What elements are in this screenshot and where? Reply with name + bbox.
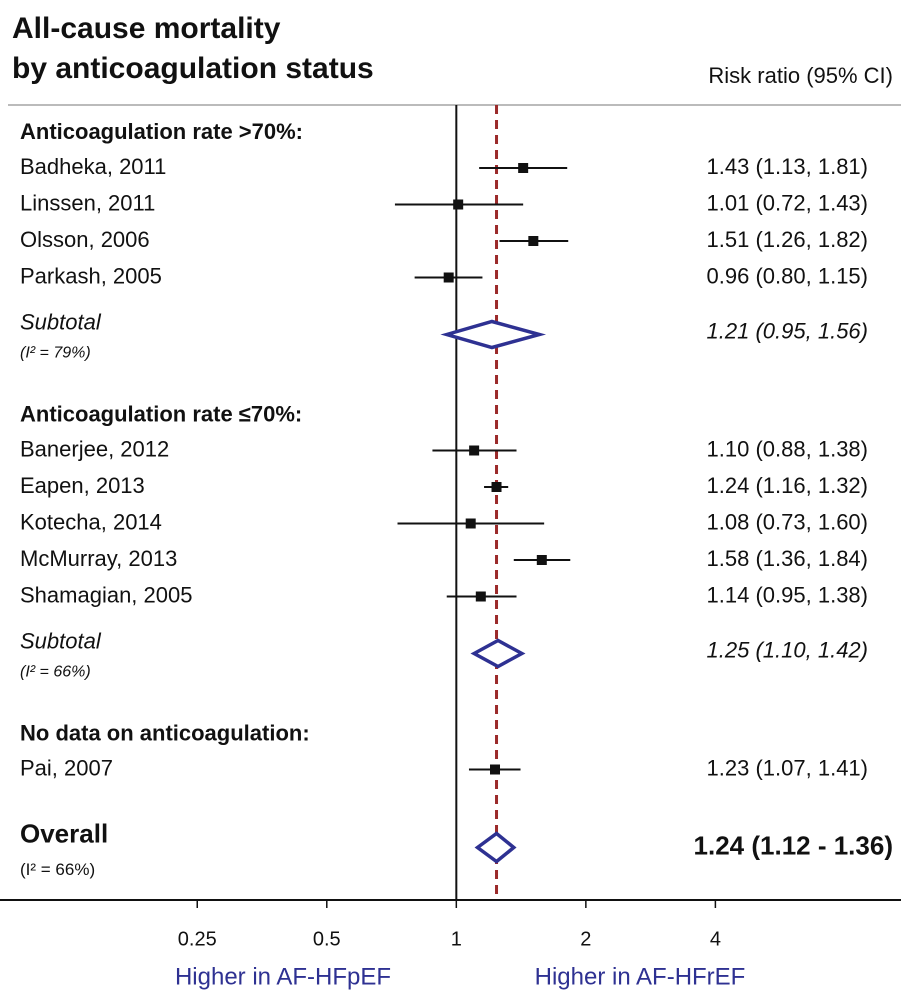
ci-label: 1.21 (0.95, 1.56): [707, 318, 868, 343]
study-label: Parkash, 2005: [20, 263, 162, 288]
group-header: No data on anticoagulation:: [20, 720, 310, 745]
column-header: Risk ratio (95% CI): [708, 63, 893, 88]
overall-label: Overall: [20, 818, 108, 848]
ci-label: 1.01 (0.72, 1.43): [707, 190, 868, 215]
point-estimate: [469, 445, 480, 456]
ci-label: 1.51 (1.26, 1.82): [707, 227, 868, 252]
point-estimate: [443, 272, 454, 283]
point-estimate: [453, 199, 464, 210]
study-label: Shamagian, 2005: [20, 582, 192, 607]
summary-diamond: [474, 831, 517, 864]
ci-label: 1.58 (1.36, 1.84): [707, 546, 868, 571]
point-estimate: [536, 555, 547, 565]
subtotal-label: Subtotal: [20, 309, 102, 334]
ci-label: 1.08 (0.73, 1.60): [707, 509, 868, 534]
x-tick-label: 0.5: [313, 928, 341, 950]
study-label: Eapen, 2013: [20, 473, 145, 498]
study-label: Badheka, 2011: [20, 154, 166, 179]
group-header: Anticoagulation rate ≤70%:: [20, 401, 302, 426]
ci-label: 1.24 (1.16, 1.32): [707, 473, 868, 498]
point-estimate: [518, 163, 529, 173]
x-tick-label: 0.25: [178, 928, 217, 950]
x-tick-label: 4: [710, 928, 721, 950]
x-tick-label: 2: [580, 928, 591, 950]
summary-diamond: [470, 638, 526, 669]
point-estimate: [475, 591, 486, 602]
overall-ci-label: 1.24 (1.12 - 1.36): [694, 830, 893, 860]
direction-label: Higher in AF-HFrEF: [535, 963, 746, 990]
point-estimate: [528, 236, 539, 246]
chart-title: by anticoagulation status: [12, 52, 374, 85]
point-estimate: [490, 764, 501, 775]
study-label: McMurray, 2013: [20, 546, 177, 571]
subtotal-label: Subtotal: [20, 628, 102, 653]
ci-label: 1.10 (0.88, 1.38): [707, 436, 868, 461]
summary-diamond: [440, 319, 547, 350]
study-label: Banerjee, 2012: [20, 436, 169, 461]
ci-label: 0.96 (0.80, 1.15): [707, 263, 868, 288]
point-estimate: [465, 518, 476, 529]
ci-label: 1.14 (0.95, 1.38): [707, 582, 868, 607]
study-label: Olsson, 2006: [20, 227, 150, 252]
ci-label: 1.23 (1.07, 1.41): [707, 755, 868, 780]
study-label: Kotecha, 2014: [20, 509, 162, 534]
group-header: Anticoagulation rate >70%:: [20, 119, 303, 144]
heterogeneity-label: (I² = 66%): [20, 860, 95, 879]
x-tick-label: 1: [451, 928, 462, 950]
point-estimate: [491, 482, 502, 492]
heterogeneity-label: (I² = 79%): [20, 345, 91, 362]
chart-title: All-cause mortality: [12, 12, 281, 45]
heterogeneity-label: (I² = 66%): [20, 664, 91, 681]
study-label: Pai, 2007: [20, 755, 113, 780]
ci-label: 1.25 (1.10, 1.42): [707, 637, 868, 662]
study-label: Linssen, 2011: [20, 190, 155, 215]
ci-label: 1.43 (1.13, 1.81): [707, 154, 868, 179]
direction-label: Higher in AF-HFpEF: [175, 963, 391, 990]
